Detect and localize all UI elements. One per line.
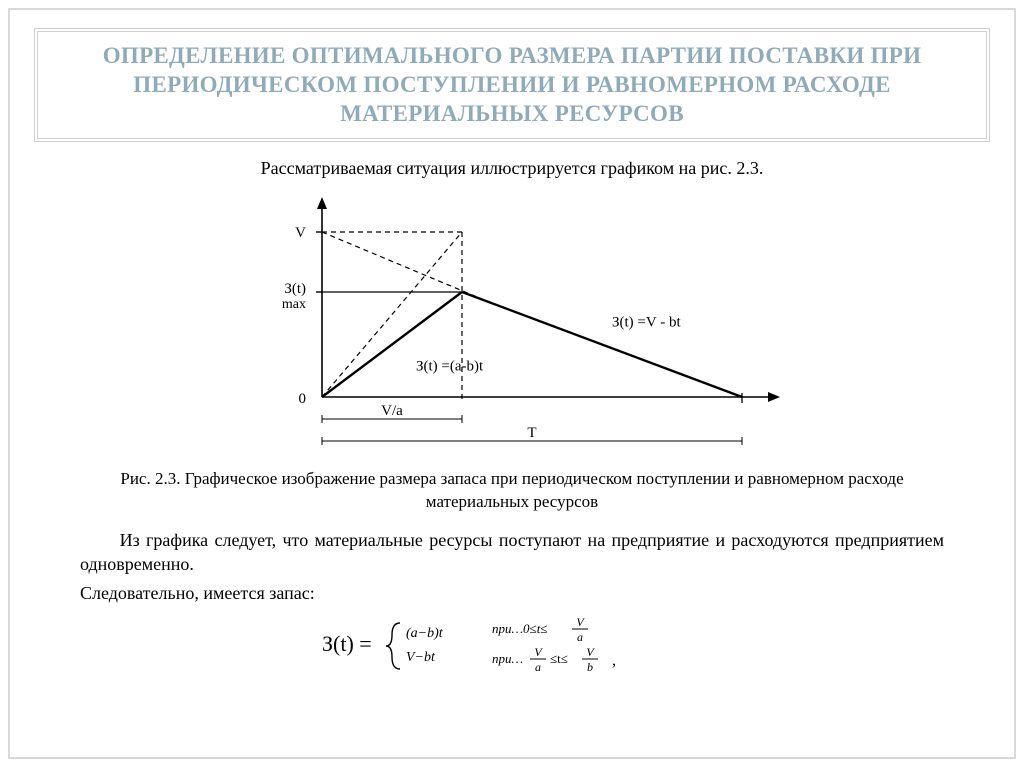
svg-text:npu…: npu… [492,651,523,666]
svg-text:max: max [282,297,306,312]
title-box: ОПРЕДЕЛЕНИЕ ОПТИМАЛЬНОГО РАЗМЕРА ПАРТИИ … [34,28,990,142]
figure-caption: Рис. 2.3. Графическое изображение размер… [120,468,904,514]
svg-text:З(t): З(t) [284,281,306,297]
slide-frame: ОПРЕДЕЛЕНИЕ ОПТИМАЛЬНОГО РАЗМЕРА ПАРТИИ … [8,8,1016,759]
content-area: Рассматриваемая ситуация иллюстрируется … [10,152,1014,686]
stock-chart: 0 V З(t)max З(t) =(a-b)t З(t) =V - bt V/a T [202,187,822,457]
svg-text:a: a [535,660,541,674]
svg-text:a: a [577,630,583,644]
svg-text:T: T [527,425,536,441]
paragraph-1: Из графика следует, что материальные рес… [80,528,944,577]
paragraph-2: Следовательно, имеется запас: [80,581,944,605]
svg-text:(a−b)t: (a−b)t [406,626,444,641]
svg-text:З(t) =V - bt: З(t) =V - bt [612,315,681,331]
svg-text:V/a: V/a [381,403,403,419]
svg-text:V−bt: V−bt [406,650,436,665]
svg-text:,: , [612,652,616,669]
svg-text:V: V [586,645,595,659]
svg-text:V: V [534,645,543,659]
intro-text: Рассматриваемая ситуация иллюстрируется … [80,158,944,179]
svg-text:≤t≤: ≤t≤ [550,651,568,666]
formula: З(t) = (a−b)t V−bt npu…0≤t≤ Va npu… Va ≤t≤ Vb, [80,611,944,686]
svg-text:V: V [576,615,585,629]
svg-text:npu…0≤t≤: npu…0≤t≤ [492,621,547,636]
svg-text:b: b [587,660,593,674]
svg-text:З(t) =(a-b)t: З(t) =(a-b)t [416,359,484,375]
formula-svg: З(t) = (a−b)t V−bt npu…0≤t≤ Va npu… Va ≤t≤ Vb, [282,611,742,681]
page-title: ОПРЕДЕЛЕНИЕ ОПТИМАЛЬНОГО РАЗМЕРА ПАРТИИ … [52,42,972,128]
svg-text:V: V [295,225,306,241]
svg-text:З(t) =: З(t) = [322,631,372,656]
svg-text:0: 0 [299,391,307,407]
chart-container: 0 V З(t)max З(t) =(a-b)t З(t) =V - bt V/a T [202,187,822,462]
